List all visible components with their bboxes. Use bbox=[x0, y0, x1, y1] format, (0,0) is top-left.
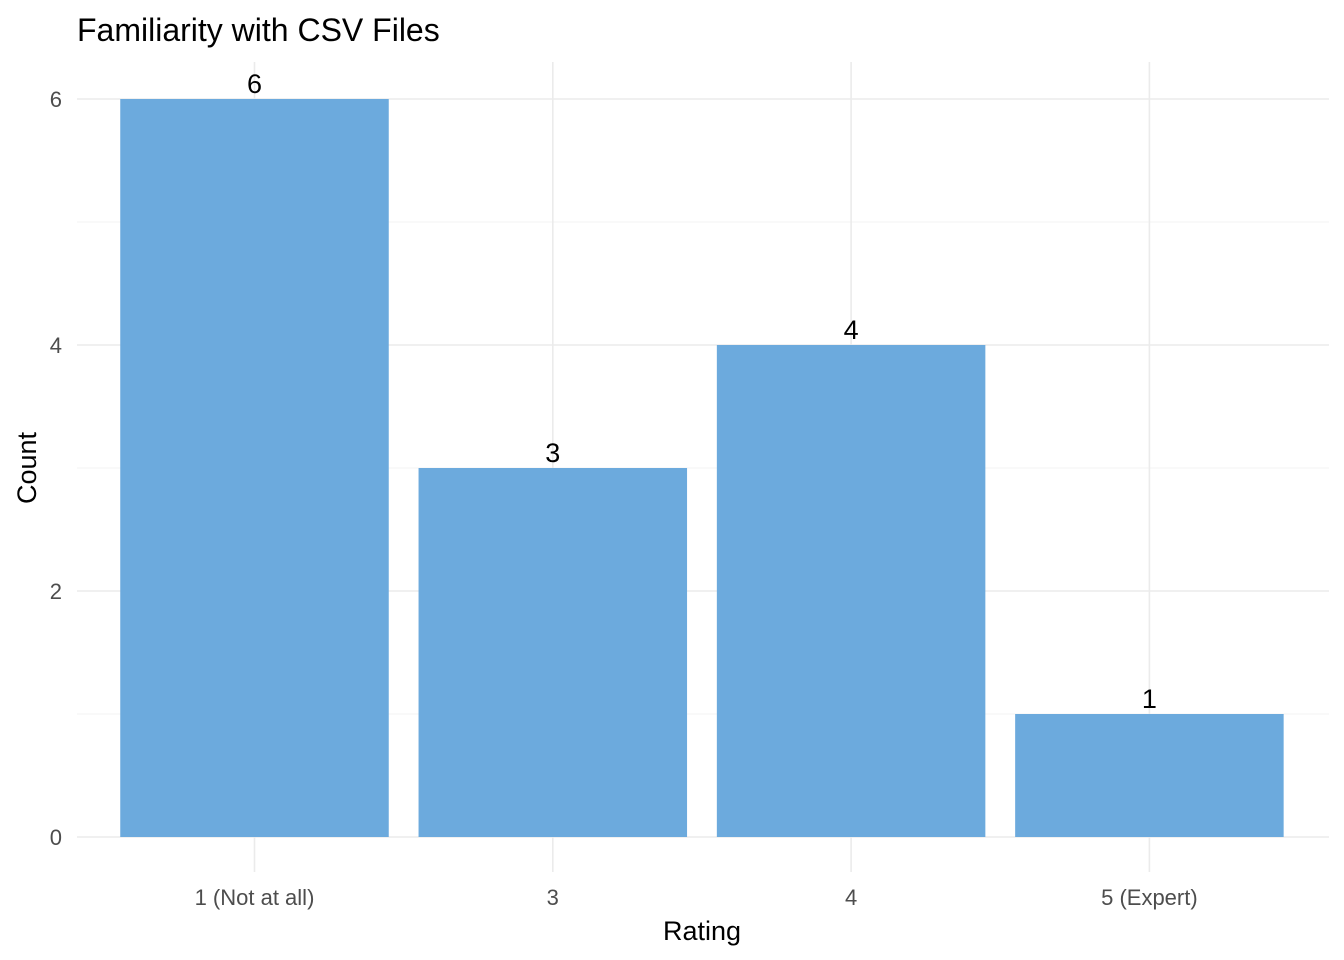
y-tick-label: 4 bbox=[50, 333, 62, 358]
chart-title: Familiarity with CSV Files bbox=[77, 12, 440, 48]
y-tick-label: 6 bbox=[50, 87, 62, 112]
bar-3 bbox=[716, 345, 986, 837]
x-axis-title: Rating bbox=[663, 916, 741, 946]
bar-2 bbox=[418, 468, 688, 837]
y-tick-labels: 0 2 4 6 bbox=[50, 87, 62, 850]
x-tick-label: 3 bbox=[547, 885, 559, 910]
y-tick-label: 0 bbox=[50, 825, 62, 850]
x-tick-label: 5 (Expert) bbox=[1101, 885, 1198, 910]
x-tick-label: 1 (Not at all) bbox=[195, 885, 315, 910]
y-tick-label: 2 bbox=[50, 579, 62, 604]
bars bbox=[120, 99, 1284, 837]
data-label: 6 bbox=[247, 69, 262, 99]
x-tick-labels: 1 (Not at all) 3 4 5 (Expert) bbox=[195, 885, 1198, 910]
bar-4 bbox=[1015, 714, 1284, 837]
data-label: 3 bbox=[545, 438, 560, 468]
data-label: 1 bbox=[1142, 684, 1157, 714]
bar-1 bbox=[120, 99, 389, 837]
data-label: 4 bbox=[844, 315, 859, 345]
data-labels: 6 3 4 1 bbox=[247, 69, 1157, 714]
y-axis-title: Count bbox=[12, 431, 42, 504]
x-tick-label: 4 bbox=[845, 885, 857, 910]
